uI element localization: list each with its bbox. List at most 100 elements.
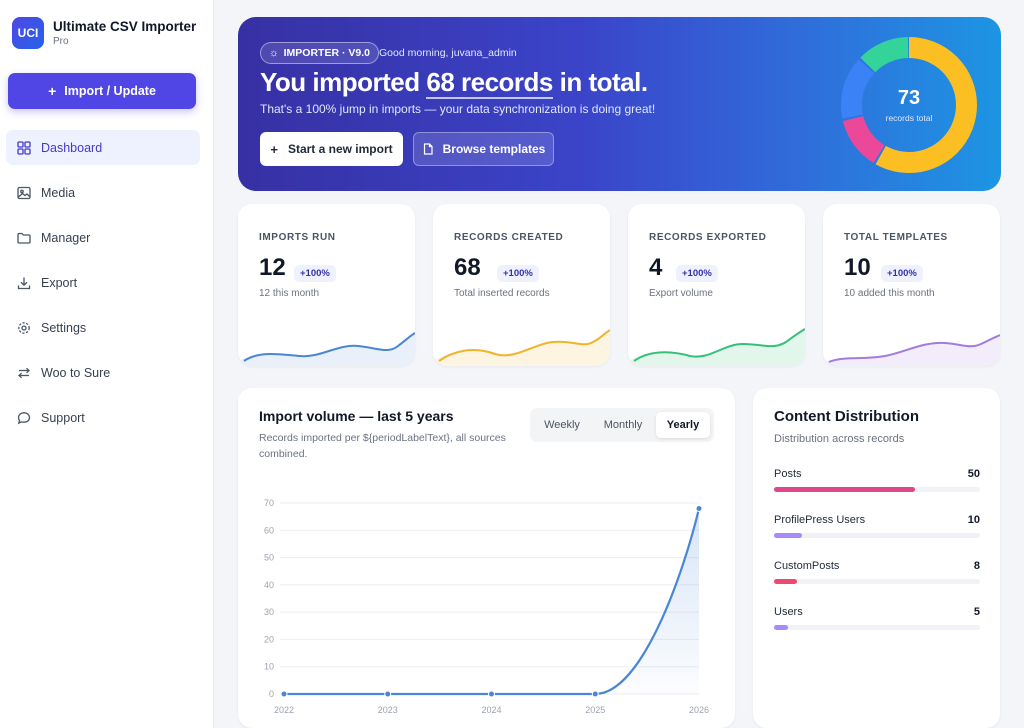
sidebar: UCI Ultimate CSV Importer Pro + Import /… [0, 0, 214, 728]
sidebar-item-export[interactable]: Export [6, 265, 200, 300]
image-icon [17, 186, 31, 199]
greeting: Good morning, juvana_admin [379, 47, 517, 59]
grid-icon [17, 140, 31, 155]
chat-icon [17, 411, 31, 424]
distribution-item-count: 10 [967, 514, 980, 526]
x-tick-label: 2022 [274, 705, 294, 715]
donut-center: 73 records total [862, 58, 956, 152]
data-point [488, 690, 495, 698]
stat-value: 68 [454, 254, 481, 281]
y-tick-label: 10 [264, 662, 274, 672]
sidebar-nav: Dashboard Media Manager Export Settings … [6, 130, 200, 445]
hero-title-post: in total. [552, 67, 648, 97]
distribution-title: Content Distribution [774, 408, 919, 425]
y-tick-label: 30 [264, 607, 274, 617]
y-tick-label: 40 [264, 580, 274, 590]
hero-banner: ☼ IMPORTER · V9.0 Good morning, juvana_a… [238, 17, 1001, 191]
period-yearly-button[interactable]: Yearly [656, 412, 710, 438]
period-toggle: Weekly Monthly Yearly [530, 408, 714, 442]
sidebar-item-support[interactable]: Support [6, 400, 200, 435]
sidebar-item-media[interactable]: Media [6, 175, 200, 210]
distribution-subtitle: Distribution across records [774, 433, 905, 445]
brand: UCI Ultimate CSV Importer Pro [12, 17, 196, 49]
sidebar-item-manager[interactable]: Manager [6, 220, 200, 255]
y-tick-label: 50 [264, 553, 274, 563]
hero-title: You imported 68 records in total. [260, 67, 648, 99]
donut-label: records total [885, 113, 933, 123]
app-name: Ultimate CSV Importer [53, 19, 197, 34]
sidebar-item-label: Settings [41, 320, 87, 335]
y-tick-label: 70 [264, 498, 274, 508]
distribution-bar-fill [774, 533, 803, 538]
distribution-bar-track [774, 487, 980, 492]
data-point [384, 690, 392, 698]
sidebar-item-label: Support [41, 410, 85, 425]
version-badge-label: IMPORTER · V9.0 [283, 47, 370, 59]
distribution-bar-fill [774, 579, 797, 584]
version-badge: ☼ IMPORTER · V9.0 [260, 42, 379, 64]
donut-segment-blue [841, 37, 977, 173]
app-logo: UCI [12, 17, 44, 49]
gear-icon [18, 321, 30, 334]
period-monthly-button[interactable]: Monthly [603, 419, 643, 431]
app-edition: Pro [53, 36, 69, 47]
sidebar-item-label: Manager [41, 230, 91, 245]
start-new-import-button[interactable]: + Start a new import [260, 132, 403, 166]
distribution-bar-track [774, 533, 980, 538]
import-update-button[interactable]: + Import / Update [8, 73, 196, 109]
hero-subtitle: That's a 100% jump in imports — your dat… [260, 102, 656, 116]
distribution-bar-track [774, 579, 980, 584]
distribution-item-count: 8 [973, 560, 980, 572]
donut-value: 73 [897, 87, 921, 109]
sync-icon [18, 367, 30, 378]
chart-subtitle: Records imported per ${periodLabelText},… [259, 432, 506, 460]
browse-templates-label: Browse templates [442, 142, 546, 156]
hero-title-pre: You imported [260, 67, 427, 97]
stat-label: RECORDS EXPORTED [649, 232, 767, 243]
document-icon [423, 143, 433, 155]
y-tick-label: 20 [264, 634, 274, 644]
records-donut-chart [841, 37, 977, 173]
sidebar-item-label: Media [41, 185, 76, 200]
distribution-bar-fill [774, 625, 789, 630]
stat-subtext: 12 this month [259, 288, 320, 299]
stat-card-records-exported: RECORDS EXPORTED 4 +100% Export volume [628, 204, 805, 366]
x-tick-label: 2024 [481, 705, 501, 715]
distribution-item-name: Posts [774, 468, 802, 480]
x-tick-label: 2025 [585, 705, 605, 715]
data-point [280, 690, 288, 698]
distribution-item: ProfilePress Users 10 [774, 514, 980, 544]
stat-badge: +100% [881, 265, 923, 282]
data-point [695, 504, 703, 512]
distribution-item: CustomPosts 8 [774, 560, 980, 590]
stat-subtext: Total inserted records [454, 288, 550, 299]
stat-card-imports-run: IMPORTS RUN 12 +100% 12 this month [238, 204, 415, 366]
plus-icon: + [48, 83, 57, 99]
distribution-bar-track [774, 625, 980, 630]
stat-card-records-created: RECORDS CREATED 68 +100% Total inserted … [433, 204, 610, 366]
sidebar-item-settings[interactable]: Settings [6, 310, 200, 345]
sidebar-item-dashboard[interactable]: Dashboard [6, 130, 200, 165]
stat-value: 10 [844, 254, 871, 281]
x-tick-label: 2023 [378, 705, 398, 715]
stat-badge: +100% [497, 265, 539, 282]
period-weekly-button[interactable]: Weekly [544, 419, 580, 431]
distribution-item: Posts 50 [774, 468, 980, 498]
start-new-import-label: Start a new import [287, 142, 393, 156]
distribution-item-name: Users [774, 606, 803, 618]
data-point [591, 690, 599, 698]
stat-subtext: Export volume [649, 288, 713, 299]
sparkline [238, 332, 415, 366]
stat-subtext: 10 added this month [844, 288, 935, 299]
browse-templates-button[interactable]: Browse templates [413, 132, 554, 166]
stat-label: IMPORTS RUN [259, 232, 336, 243]
distribution-bar-fill [774, 487, 916, 492]
y-tick-label: 60 [264, 525, 274, 535]
distribution-item-name: ProfilePress Users [774, 514, 866, 526]
stat-label: RECORDS CREATED [454, 232, 564, 243]
series-area [284, 508, 699, 694]
import-update-label: Import / Update [64, 84, 156, 98]
sidebar-item-label: Dashboard [41, 140, 103, 155]
sidebar-item-woo-to-sure[interactable]: Woo to Sure [6, 355, 200, 390]
chart-title: Import volume — last 5 years [259, 408, 454, 424]
